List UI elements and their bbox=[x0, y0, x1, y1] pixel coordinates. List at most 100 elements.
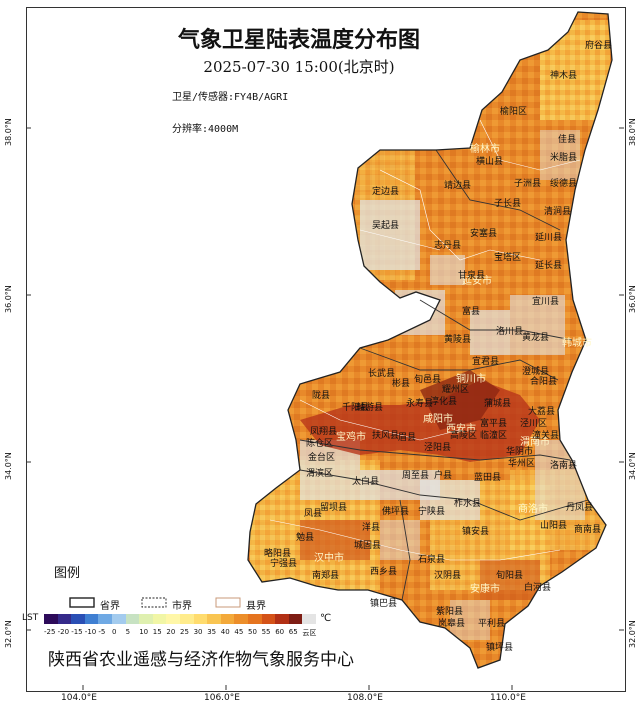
latitude-tick: 38.0°N bbox=[628, 118, 637, 146]
colorbar-swatch bbox=[275, 614, 289, 624]
colorbar-swatch bbox=[152, 614, 167, 624]
colorbar-label: LST bbox=[22, 613, 39, 623]
colorbar-tick: 25 bbox=[180, 628, 189, 636]
county-label: 户县 bbox=[434, 469, 452, 481]
colorbar-tick: 50 bbox=[248, 628, 257, 636]
city-label: 韩城市 bbox=[562, 336, 592, 349]
colorbar-tick: 30 bbox=[193, 628, 203, 636]
county-label: 延川县 bbox=[535, 231, 562, 243]
colorbar-swatch bbox=[234, 614, 248, 624]
county-label: 周至县 bbox=[402, 470, 429, 481]
county-label: 黄陵县 bbox=[444, 333, 471, 345]
colorbar-tick: 45 bbox=[234, 628, 244, 636]
county-label: 洋县 bbox=[362, 521, 380, 533]
city-label: 商洛市 bbox=[518, 502, 548, 515]
county-label: 黄龙县 bbox=[522, 331, 549, 343]
colorbar-swatch bbox=[248, 614, 262, 624]
longitude-tick: 106.0°E bbox=[204, 693, 240, 703]
county-label: 留坝县 bbox=[320, 501, 347, 513]
county-label: 洛川县 bbox=[496, 325, 523, 337]
colorbar-swatch bbox=[98, 614, 112, 624]
county-label: 米脂县 bbox=[550, 151, 577, 163]
legend-title: 图例 bbox=[54, 566, 81, 581]
county-label: 富县 bbox=[462, 305, 480, 317]
latitude-tick: 34.0°N bbox=[4, 452, 13, 480]
county-label: 蒲城县 bbox=[484, 397, 511, 409]
colorbar-swatch bbox=[139, 614, 153, 624]
legend-province-label: 省界 bbox=[100, 601, 120, 612]
county-label: 丹凤县 bbox=[566, 502, 593, 513]
boundaries bbox=[269, 119, 589, 601]
county-label: 定边县 bbox=[372, 185, 399, 197]
county-label: 陇县 bbox=[312, 389, 330, 401]
county-label: 府谷县 bbox=[585, 39, 612, 51]
county-label: 宜君县 bbox=[472, 355, 499, 367]
colorbar-swatch bbox=[193, 614, 208, 624]
colorbar-tick: 55 bbox=[261, 628, 271, 636]
county-label: 宝塔区 bbox=[494, 251, 521, 263]
county-label: 平利县 bbox=[478, 617, 505, 629]
colorbar-swatch bbox=[207, 614, 221, 624]
latitude-tick: 32.0°N bbox=[4, 620, 13, 648]
county-label: 绥德县 bbox=[550, 177, 577, 189]
legend-county-label: 县界 bbox=[246, 601, 266, 612]
county-label: 蓝田县 bbox=[474, 471, 501, 483]
county-label: 彬县 bbox=[392, 377, 410, 389]
county-label: 旬邑县 bbox=[414, 373, 441, 385]
county-label: 宁强县 bbox=[270, 557, 297, 569]
county-label: 麟游县 bbox=[356, 401, 383, 413]
county-label: 榆阳区 bbox=[500, 105, 527, 117]
longitude-tick: 108.0°E bbox=[347, 693, 383, 703]
resolution: 分辨率:4000M bbox=[172, 124, 239, 135]
colorbar-tick: 5 bbox=[125, 628, 131, 636]
county-label: 高陵区 bbox=[450, 429, 477, 441]
county-label: 城固县 bbox=[354, 540, 381, 551]
county-label: 靖边县 bbox=[444, 179, 471, 191]
county-label: 洛南县 bbox=[550, 459, 577, 471]
colorbar-tick: 20 bbox=[166, 628, 176, 636]
county-label: 临潼区 bbox=[480, 429, 507, 441]
colorbar-swatch bbox=[288, 614, 303, 624]
county-label: 扶风县 bbox=[372, 429, 399, 441]
county-label: 太白县 bbox=[352, 475, 379, 487]
colorbar-tick: -15 bbox=[71, 628, 83, 636]
latitude-tick: 38.0°N bbox=[4, 118, 13, 146]
county-label: 泾川区 bbox=[520, 417, 547, 429]
county-label: 宜川县 bbox=[532, 295, 559, 307]
legend-boundary-samples bbox=[69, 597, 241, 608]
map-datetime: 2025-07-30 15:00(北京时) bbox=[203, 58, 395, 76]
colorbar-swatch bbox=[125, 614, 140, 624]
county-label: 紫阳县 bbox=[436, 606, 463, 617]
colorbar-swatch bbox=[112, 614, 126, 624]
county-label: 柞水县 bbox=[454, 497, 481, 509]
county-label: 延长县 bbox=[535, 259, 562, 271]
county-label: 镇安县 bbox=[462, 525, 489, 537]
city-label: 西安市 bbox=[446, 422, 476, 435]
county-label: 耀州区 bbox=[442, 384, 469, 395]
colorbar-tick: -10 bbox=[84, 628, 97, 636]
colorbar-swatch bbox=[180, 614, 194, 624]
county-label: 清涧县 bbox=[544, 205, 571, 217]
county-label: 合阳县 bbox=[530, 375, 557, 387]
county-label: 长武县 bbox=[368, 367, 395, 379]
county-label: 渭滨区 bbox=[306, 467, 333, 479]
colorbar-swatch bbox=[166, 614, 180, 624]
colorbar-swatch bbox=[71, 614, 85, 624]
county-label: 甘泉县 bbox=[458, 269, 485, 281]
county-label: 略阳县 bbox=[264, 547, 291, 559]
colorbar-tick: 云区 bbox=[302, 629, 317, 637]
county-label: 千阳县 bbox=[342, 402, 369, 413]
county-label: 淳化县 bbox=[430, 395, 457, 407]
county-label: 勉县 bbox=[296, 531, 314, 543]
colorbar-tick: 40 bbox=[220, 628, 230, 636]
county-label: 子洲县 bbox=[514, 178, 541, 189]
county-label: 白河县 bbox=[524, 581, 551, 593]
satellite-sensor: 卫星/传感器:FY4B/AGRI bbox=[172, 92, 289, 103]
colorbar bbox=[44, 614, 316, 624]
city-label: 宝鸡市 bbox=[336, 430, 366, 443]
county-label: 镇巴县 bbox=[370, 597, 397, 609]
county-label: 凤翔县 bbox=[310, 425, 337, 437]
county-label: 潼关县 bbox=[532, 429, 559, 441]
latitude-tick: 36.0°N bbox=[628, 285, 637, 313]
county-label: 佳县 bbox=[558, 133, 576, 145]
